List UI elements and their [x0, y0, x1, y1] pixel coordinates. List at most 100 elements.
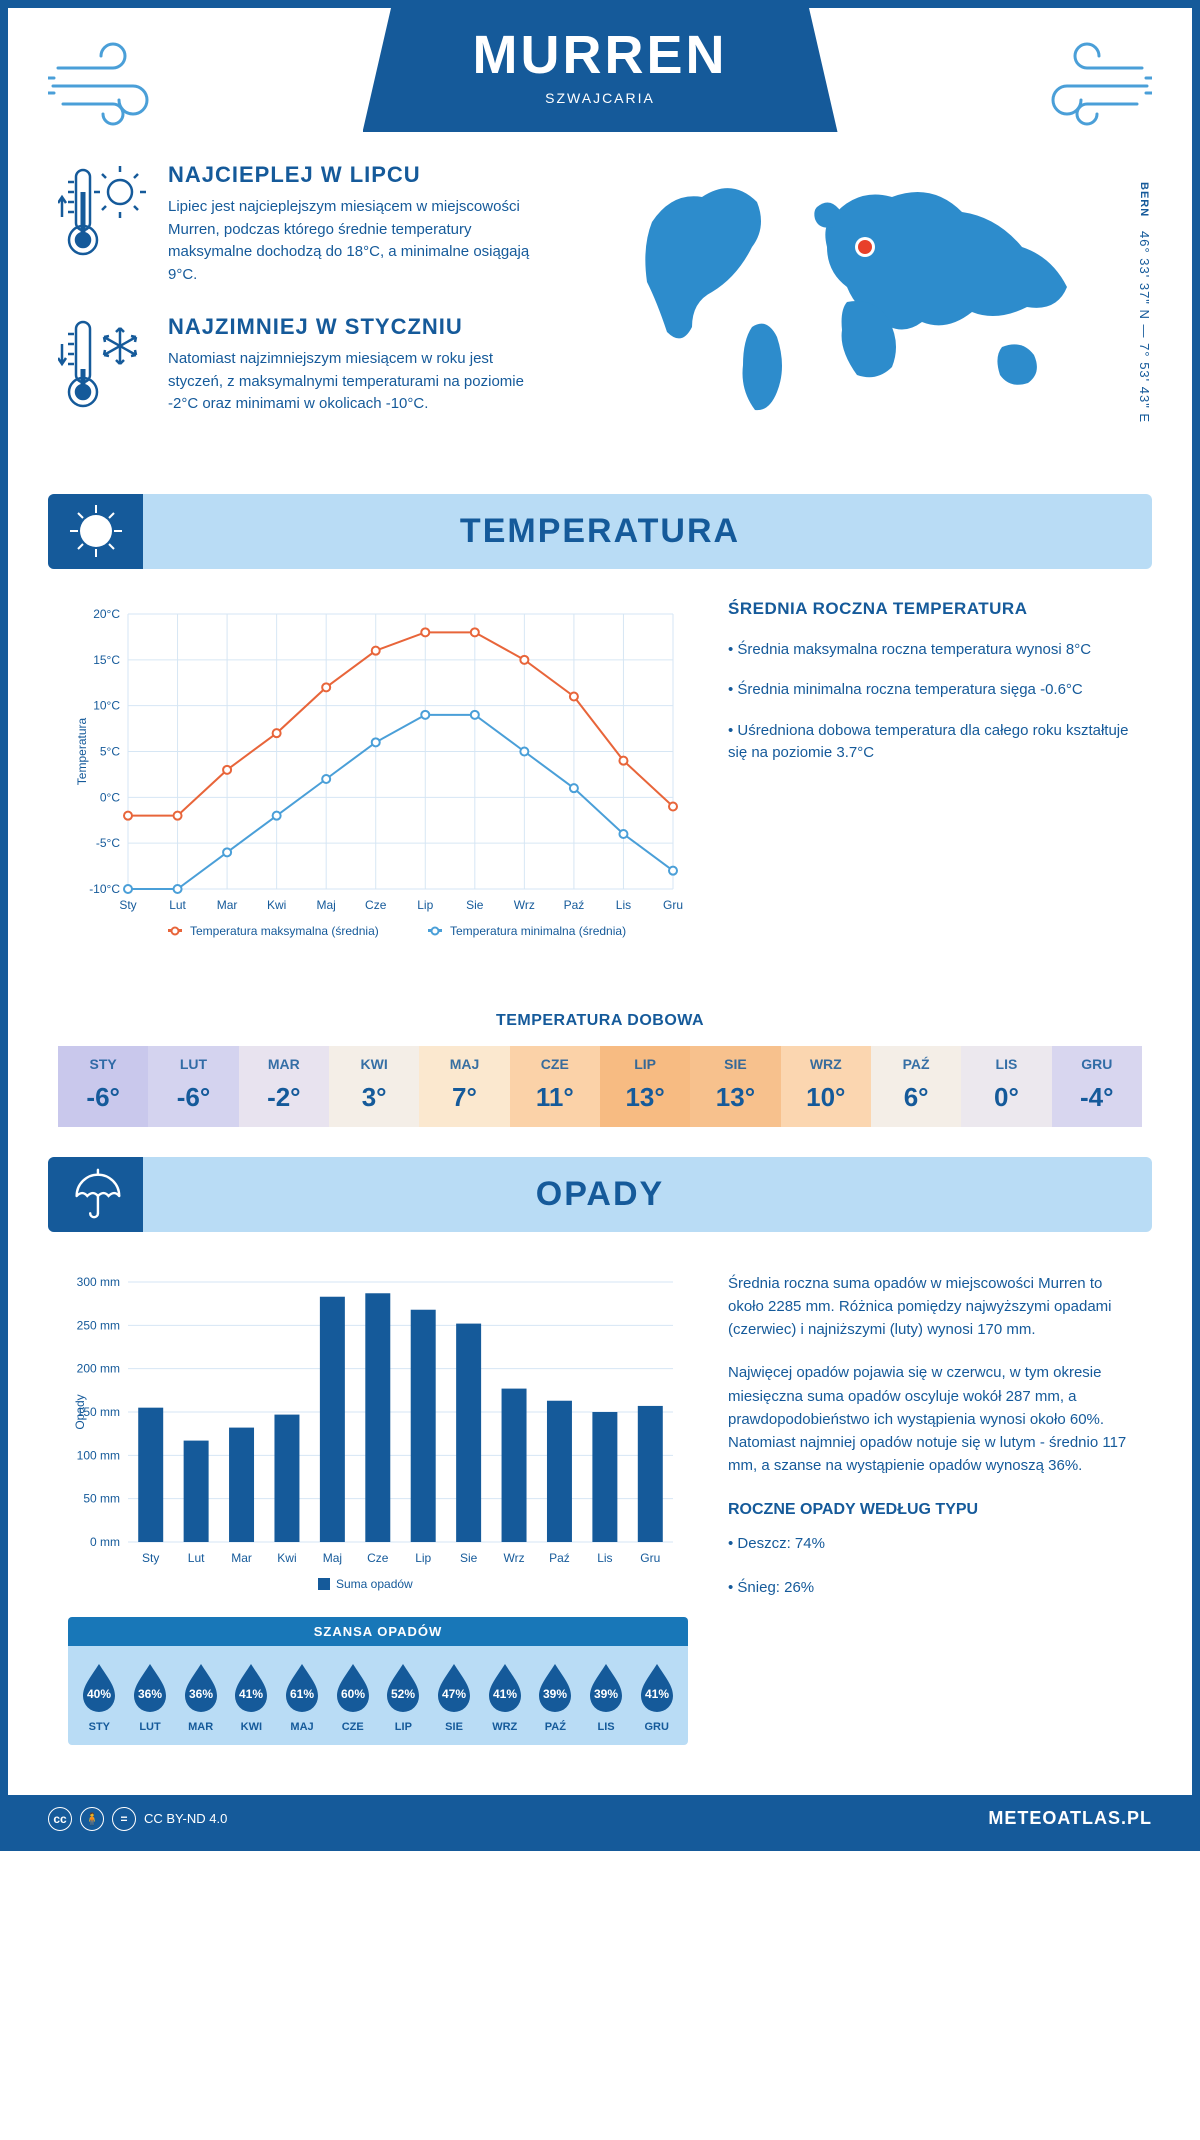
world-map: BERN 46° 33' 37" N — 7° 53' 43" E: [622, 162, 1142, 444]
svg-text:Mar: Mar: [231, 1551, 252, 1565]
svg-text:Paź: Paź: [549, 1551, 570, 1565]
precipitation-bar-chart: 0 mm50 mm100 mm150 mm200 mm250 mm300 mmS…: [68, 1272, 688, 1607]
license: cc 🧍 = CC BY-ND 4.0: [48, 1807, 227, 1831]
svg-text:Cze: Cze: [365, 898, 387, 912]
svg-text:20°C: 20°C: [93, 607, 120, 621]
coldest-body: Natomiast najzimniejszym miesiącem w rok…: [168, 348, 548, 416]
svg-text:52%: 52%: [391, 1687, 415, 1701]
daily-temp-cell: CZE11°: [510, 1046, 600, 1127]
umbrella-icon: [67, 1165, 125, 1223]
precip-type-bullet: • Deszcz: 74%: [728, 1532, 1142, 1555]
temp-bullet: • Średnia minimalna roczna temperatura s…: [728, 679, 1142, 702]
daily-temp-cell: STY-6°: [58, 1046, 148, 1127]
svg-text:61%: 61%: [290, 1687, 314, 1701]
daily-temp-cell: MAR-2°: [239, 1046, 329, 1127]
sun-icon: [66, 501, 126, 561]
svg-text:Suma opadów: Suma opadów: [336, 1577, 413, 1591]
chance-heading: SZANSA OPADÓW: [68, 1617, 688, 1646]
svg-text:300 mm: 300 mm: [77, 1275, 120, 1289]
coldest-heading: NAJZIMNIEJ W STYCZNIU: [168, 314, 548, 340]
daily-temp-cell: LUT-6°: [148, 1046, 238, 1127]
wind-icon-right: [1002, 38, 1152, 128]
coordinates: BERN 46° 33' 37" N — 7° 53' 43" E: [1137, 182, 1152, 423]
header: MURREN SZWAJCARIA: [8, 8, 1192, 142]
svg-text:Cze: Cze: [367, 1551, 389, 1565]
svg-text:47%: 47%: [442, 1687, 466, 1701]
temperature-line-chart: -10°C-5°C0°C5°C10°C15°C20°CStyLutMarKwiM…: [68, 599, 688, 964]
coldest-fact: NAJZIMNIEJ W STYCZNIU Natomiast najzimni…: [58, 314, 592, 416]
svg-text:Temperatura: Temperatura: [75, 717, 89, 785]
svg-text:Sie: Sie: [466, 898, 484, 912]
svg-text:Lut: Lut: [169, 898, 186, 912]
svg-text:Gru: Gru: [663, 898, 683, 912]
chance-drop: 41% GRU: [631, 1660, 682, 1733]
svg-text:Sty: Sty: [142, 1551, 159, 1565]
chance-drop: 36% MAR: [175, 1660, 226, 1733]
daily-temp-cell: KWI3°: [329, 1046, 419, 1127]
svg-text:0°C: 0°C: [100, 790, 120, 804]
footer: cc 🧍 = CC BY-ND 4.0 METEOATLAS.PL: [8, 1795, 1192, 1843]
svg-text:40%: 40%: [87, 1687, 111, 1701]
temperature-section-header: TEMPERATURA: [48, 494, 1152, 569]
precip-paragraph: Średnia roczna suma opadów w miejscowośc…: [728, 1272, 1142, 1342]
chance-drop: 40% STY: [74, 1660, 125, 1733]
precip-type-bullet: • Śnieg: 26%: [728, 1576, 1142, 1599]
temp-bullet: • Średnia maksymalna roczna temperatura …: [728, 639, 1142, 662]
svg-text:15°C: 15°C: [93, 652, 120, 666]
svg-text:200 mm: 200 mm: [77, 1361, 120, 1375]
svg-text:Maj: Maj: [323, 1551, 342, 1565]
chance-drop: 60% CZE: [327, 1660, 378, 1733]
thermometer-sun-icon: [58, 162, 148, 262]
country-subtitle: SZWAJCARIA: [473, 90, 728, 106]
site-name: METEOATLAS.PL: [988, 1808, 1152, 1829]
svg-text:Kwi: Kwi: [267, 898, 286, 912]
svg-text:Temperatura minimalna (średnia: Temperatura minimalna (średnia): [450, 924, 626, 938]
precip-type-heading: ROCZNE OPADY WEDŁUG TYPU: [728, 1498, 1142, 1523]
svg-text:5°C: 5°C: [100, 744, 120, 758]
svg-text:41%: 41%: [493, 1687, 517, 1701]
daily-temp-cell: LIS0°: [961, 1046, 1051, 1127]
svg-text:Wrz: Wrz: [514, 898, 535, 912]
svg-text:60%: 60%: [341, 1687, 365, 1701]
svg-text:41%: 41%: [645, 1687, 669, 1701]
svg-text:Paź: Paź: [564, 898, 585, 912]
precipitation-summary: Średnia roczna suma opadów w miejscowośc…: [728, 1272, 1142, 1745]
svg-text:0 mm: 0 mm: [90, 1535, 120, 1549]
chance-drop: 47% SIE: [429, 1660, 480, 1733]
svg-text:36%: 36%: [138, 1687, 162, 1701]
daily-temp-cell: WRZ10°: [781, 1046, 871, 1127]
svg-text:50 mm: 50 mm: [83, 1491, 120, 1505]
svg-text:Lip: Lip: [417, 898, 433, 912]
chance-drop: 61% MAJ: [277, 1660, 328, 1733]
daily-temp-cell: SIE13°: [690, 1046, 780, 1127]
daily-temp-heading: TEMPERATURA DOBOWA: [8, 1012, 1192, 1030]
svg-text:39%: 39%: [543, 1687, 567, 1701]
by-icon: 🧍: [80, 1807, 104, 1831]
svg-text:Lut: Lut: [188, 1551, 205, 1565]
daily-temp-cell: GRU-4°: [1052, 1046, 1142, 1127]
svg-text:41%: 41%: [239, 1687, 263, 1701]
svg-text:Opady: Opady: [73, 1394, 87, 1429]
temperature-heading: TEMPERATURA: [460, 512, 740, 551]
svg-text:39%: 39%: [594, 1687, 618, 1701]
temp-summary-heading: ŚREDNIA ROCZNA TEMPERATURA: [728, 599, 1142, 619]
svg-text:100 mm: 100 mm: [77, 1448, 120, 1462]
license-text: CC BY-ND 4.0: [144, 1811, 227, 1826]
svg-text:Sty: Sty: [119, 898, 136, 912]
daily-temp-cell: PAŹ6°: [871, 1046, 961, 1127]
svg-text:Lis: Lis: [616, 898, 631, 912]
svg-text:Sie: Sie: [460, 1551, 478, 1565]
svg-text:Gru: Gru: [640, 1551, 660, 1565]
daily-temp-cell: LIP13°: [600, 1046, 690, 1127]
chance-drop: 41% KWI: [226, 1660, 277, 1733]
svg-text:Mar: Mar: [217, 898, 238, 912]
thermometer-snow-icon: [58, 314, 148, 414]
cc-icon: cc: [48, 1807, 72, 1831]
nd-icon: =: [112, 1807, 136, 1831]
page-frame: MURREN SZWAJCARIA: [0, 0, 1200, 1851]
warmest-fact: NAJCIEPLEJ W LIPCU Lipiec jest najcieple…: [58, 162, 592, 286]
svg-text:250 mm: 250 mm: [77, 1318, 120, 1332]
svg-text:Maj: Maj: [317, 898, 336, 912]
precipitation-chance-panel: SZANSA OPADÓW 40% STY 36% LUT 36% MAR 41…: [68, 1617, 688, 1745]
chance-drop: 36% LUT: [125, 1660, 176, 1733]
